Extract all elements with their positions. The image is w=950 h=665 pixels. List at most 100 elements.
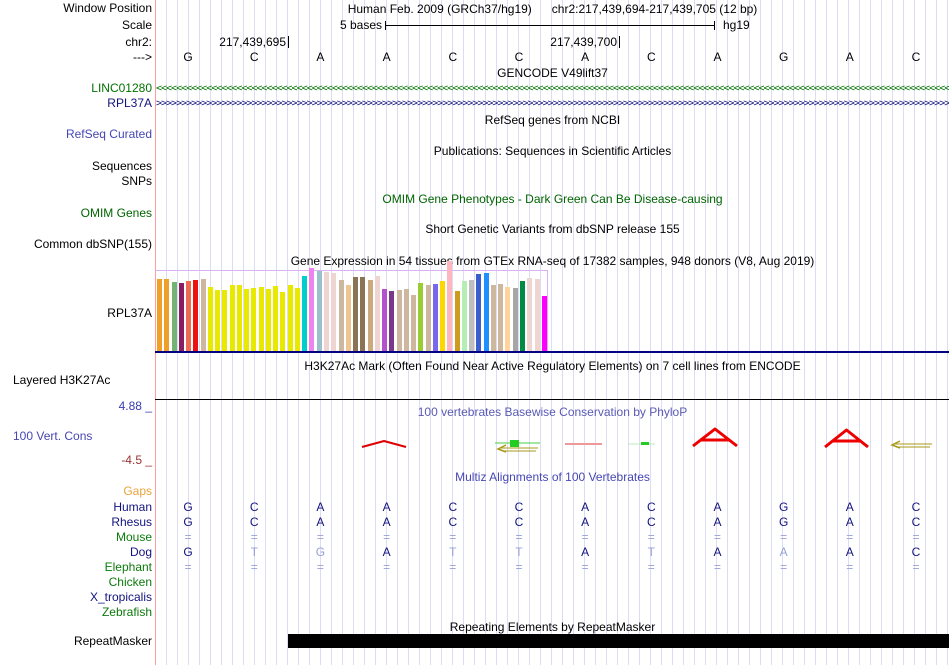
label-refseq-curated[interactable]: RefSeq Curated [65,127,152,141]
label-rpl37a[interactable]: RPL37A [107,96,152,110]
label-sequences[interactable]: Sequences [91,159,152,173]
gtex-tissue-bar[interactable] [258,287,264,351]
gtex-tissue-bar[interactable] [541,296,547,351]
label-species-elephant[interactable]: Elephant [104,560,152,574]
gtex-tissue-bar[interactable] [265,289,271,351]
label-species-zebrafish[interactable]: Zebrafish [101,605,152,619]
label-linc01280[interactable]: LINC01280 [91,81,152,95]
gtex-tissue-bar[interactable] [440,281,446,351]
aligned-base: = [647,530,655,544]
label-species-x-tropicalis[interactable]: X_tropicalis [89,590,152,604]
gtex-tissue-bar[interactable] [251,288,257,351]
aligned-base: A [382,500,391,514]
gtex-tissue-bar[interactable] [403,289,409,351]
label-repeatmasker[interactable]: RepeatMasker [73,634,152,648]
label-window-position[interactable]: Window Position [63,1,152,15]
aligned-base: = [184,530,192,544]
gtex-tissue-bar[interactable] [331,273,337,351]
gtex-tissue-bar[interactable] [324,272,329,351]
label-chr2[interactable]: chr2: [125,35,152,49]
gene-rpl37a-strip[interactable]: >>>>>>>>>>>>>>>>>>>>>>>>>>>>>>>>>>>>>>>>… [156,98,949,109]
gtex-tissue-bar[interactable] [171,282,177,351]
gtex-tissue-bar[interactable] [534,279,540,351]
label-100-vert-cons[interactable]: 100 Vert. Cons [13,429,93,443]
label-4-88[interactable]: 4.88 _ [118,399,152,413]
aligned-base: = [383,560,391,574]
label-snps[interactable]: SNPs [121,174,152,188]
label-rpl37a[interactable]: RPL37A [107,306,152,320]
multiz-row-mouse[interactable]: = = = = = = = = = = = = [155,530,949,544]
gtex-bar-chart[interactable] [156,261,548,351]
gtex-tissue-bar[interactable] [302,276,308,351]
gtex-tissue-bar[interactable] [215,290,221,351]
gtex-tissue-bar[interactable] [396,290,402,351]
gtex-tissue-bar[interactable] [469,280,475,351]
aligned-base: T [647,545,655,559]
gtex-tissue-bar[interactable] [244,289,250,351]
gtex-tissue-bar[interactable] [316,271,322,351]
gtex-tissue-bar[interactable] [498,284,504,351]
gtex-tissue-bar[interactable] [309,268,315,351]
multiz-row-elephant[interactable]: = = = = = = = = = = = = [155,560,949,574]
gtex-tissue-bar[interactable] [229,285,235,351]
label-species-dog[interactable]: Dog [129,545,152,559]
gtex-tissue-bar[interactable] [164,279,170,351]
gtex-tissue-bar[interactable] [418,283,424,351]
label-species-mouse[interactable]: Mouse [115,530,152,544]
gtex-tissue-bar[interactable] [454,291,460,351]
repeatmasker-element-bar[interactable] [288,634,949,648]
label-omim-genes[interactable]: OMIM Genes [80,206,152,220]
label-common-dbsnp-155[interactable]: Common dbSNP(155) [33,237,152,251]
gtex-tissue-bar[interactable] [273,286,279,351]
label-layered-h3k27ac[interactable]: Layered H3K27Ac [13,373,111,387]
gtex-tissue-bar[interactable] [411,295,417,351]
gtex-tissue-bar[interactable] [490,285,496,351]
gtex-tissue-bar[interactable] [447,261,453,351]
gtex-tissue-bar[interactable] [280,292,286,351]
label-species-rhesus[interactable]: Rhesus [111,515,152,529]
label-scale[interactable]: Scale [121,18,152,32]
gtex-tissue-bar[interactable] [186,281,191,351]
h3k27ac-baseline[interactable] [155,399,949,400]
gtex-tissue-bar[interactable] [476,274,482,351]
label-species-chicken[interactable]: Chicken [108,575,152,589]
gtex-tissue-bar[interactable] [360,277,366,351]
gtex-tissue-bar[interactable] [345,285,351,351]
gtex-tissue-bar[interactable] [294,288,300,351]
gene-linc01280-strip[interactable]: <<<<<<<<<<<<<<<<<<<<<<<<<<<<<<<<<<<<<<<<… [156,83,949,94]
gtex-tissue-bar[interactable] [207,287,213,351]
gtex-tissue-bar[interactable] [512,288,518,351]
label-species-human[interactable]: Human [113,500,152,514]
gtex-tissue-bar[interactable] [425,285,431,351]
gtex-tissue-bar[interactable] [520,281,525,351]
gtex-tissue-bar[interactable] [367,280,373,351]
gtex-tissue-bar[interactable] [200,279,206,351]
gtex-tissue-bar[interactable] [338,280,344,351]
gtex-tissue-bar[interactable] [236,285,242,351]
label-4-5[interactable]: -4.5 _ [121,453,152,467]
gtex-tissue-bar[interactable] [527,278,533,351]
gtex-tissue-bar[interactable] [389,291,395,351]
aligned-base: A [845,515,854,529]
gtex-tissue-bar[interactable] [461,281,467,351]
label-item[interactable]: ---> [133,50,152,64]
gtex-tissue-bar[interactable] [382,289,387,351]
gtex-tissue-bar[interactable] [432,284,438,351]
label-species-gaps[interactable]: Gaps [123,484,152,498]
gtex-tissue-bar[interactable] [353,277,358,351]
gtex-tissue-bar[interactable] [505,287,511,351]
gtex-tissue-bar[interactable] [374,276,380,351]
gtex-tissue-bar[interactable] [178,283,184,351]
gtex-tissue-bar[interactable] [483,273,489,351]
gtex-tissue-bar[interactable] [222,290,228,351]
gtex-tissue-bar[interactable] [157,279,162,351]
base-letter: A [382,50,391,64]
gtex-tissue-bar[interactable] [193,280,199,351]
coordinate-left: 217,439,695 [219,35,286,49]
gtex-tissue-bar[interactable] [287,285,293,351]
